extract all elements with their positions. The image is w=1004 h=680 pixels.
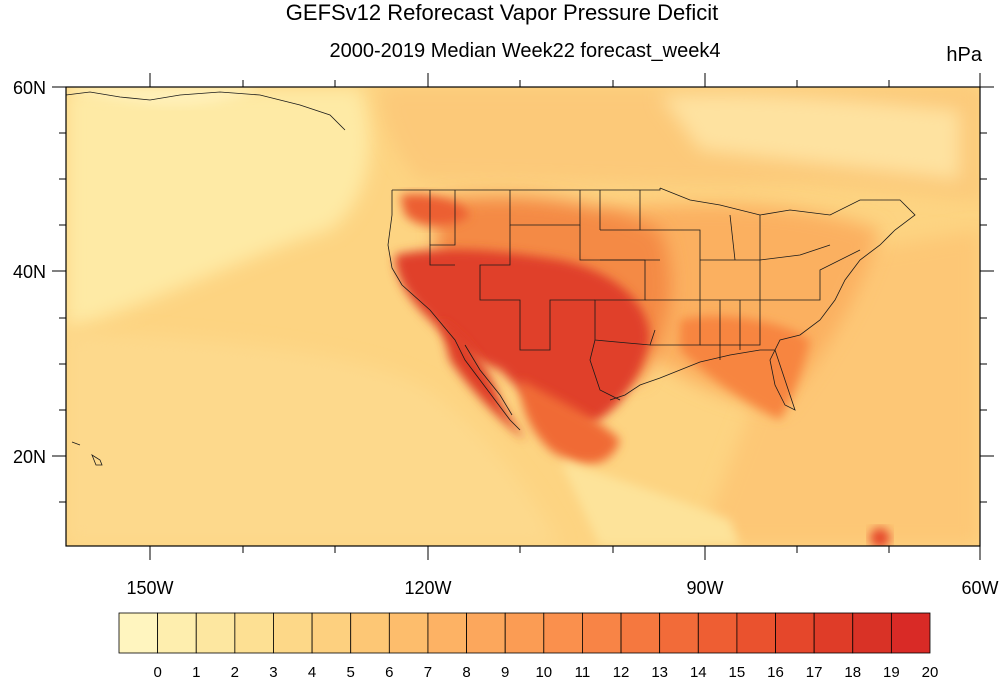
colorbar-swatch: [582, 612, 622, 654]
lat-label-40n: 40N: [13, 262, 46, 282]
lat-label-60n: 60N: [13, 78, 46, 98]
lon-label-150w: 150W: [126, 578, 173, 598]
colorbar-swatch: [504, 612, 545, 654]
colorbar-swatch: [852, 612, 892, 654]
colorbar-label: 10: [535, 664, 552, 680]
colorbar-label: 13: [651, 664, 668, 680]
map-subtitle: 2000-2019 Median Week22 forecast_week4: [329, 40, 721, 62]
units-label: hPa: [946, 44, 982, 66]
boundary-lines: [65, 91, 916, 466]
colorbar-swatch: [813, 612, 854, 654]
colorbar-label: 8: [462, 664, 470, 680]
map-title: GEFSv12 Reforecast Vapor Pressure Defici…: [285, 0, 719, 25]
colorbar-swatch: [466, 612, 506, 654]
colorbar-swatch: [736, 612, 776, 654]
lon-label-90w: 90W: [686, 578, 723, 598]
colorbar-swatch: [350, 612, 390, 654]
colorbar-label: 12: [613, 664, 630, 680]
colorbar-label: 6: [385, 664, 393, 680]
colorbar-label: 9: [501, 664, 509, 680]
colorbar: 0 1 2 3 4 5 6 7 8 9 10 11 12 13 14 15 16 17 18 19 20: [118, 612, 939, 680]
colorbar-label: 19: [883, 664, 900, 680]
colorbar-label: 3: [269, 664, 277, 680]
lat-ticks: [52, 86, 994, 503]
lat-label-20n: 20N: [13, 447, 46, 467]
lon-label-60w: 60W: [961, 578, 998, 598]
colorbar-swatch: [697, 612, 738, 654]
lon-ticks: [149, 73, 981, 560]
colorbar-label: 0: [153, 664, 161, 680]
colorbar-swatch: [311, 612, 352, 654]
colorbar-label: 20: [922, 664, 939, 680]
colorbar-label: 16: [767, 664, 784, 680]
colorbar-label: 2: [231, 664, 239, 680]
colorbar-swatch: [775, 612, 815, 654]
colorbar-swatch: [388, 612, 429, 654]
colorbar-label: 1: [192, 664, 200, 680]
lon-label-120w: 120W: [404, 578, 451, 598]
plot-frame: [65, 86, 981, 547]
colorbar-swatch: [890, 612, 931, 654]
colorbar-label: 5: [347, 664, 355, 680]
colorbar-label: 4: [308, 664, 316, 680]
vpd-field: [66, 87, 980, 546]
colorbar-swatch: [427, 612, 467, 654]
colorbar-label: 11: [575, 664, 591, 680]
colorbar-swatch: [620, 612, 661, 654]
colorbar-label: 15: [729, 664, 746, 680]
colorbar-label: 18: [844, 664, 861, 680]
colorbar-label: 14: [690, 664, 707, 680]
colorbar-swatch: [543, 612, 583, 654]
colorbar-swatch: [118, 612, 159, 654]
colorbar-label: 17: [806, 664, 823, 680]
colorbar-swatch: [234, 612, 274, 654]
colorbar-swatch: [157, 612, 197, 654]
colorbar-swatch: [273, 612, 313, 654]
colorbar-swatch: [195, 612, 236, 654]
colorbar-swatch: [659, 612, 699, 654]
colorbar-label: 7: [424, 664, 432, 680]
